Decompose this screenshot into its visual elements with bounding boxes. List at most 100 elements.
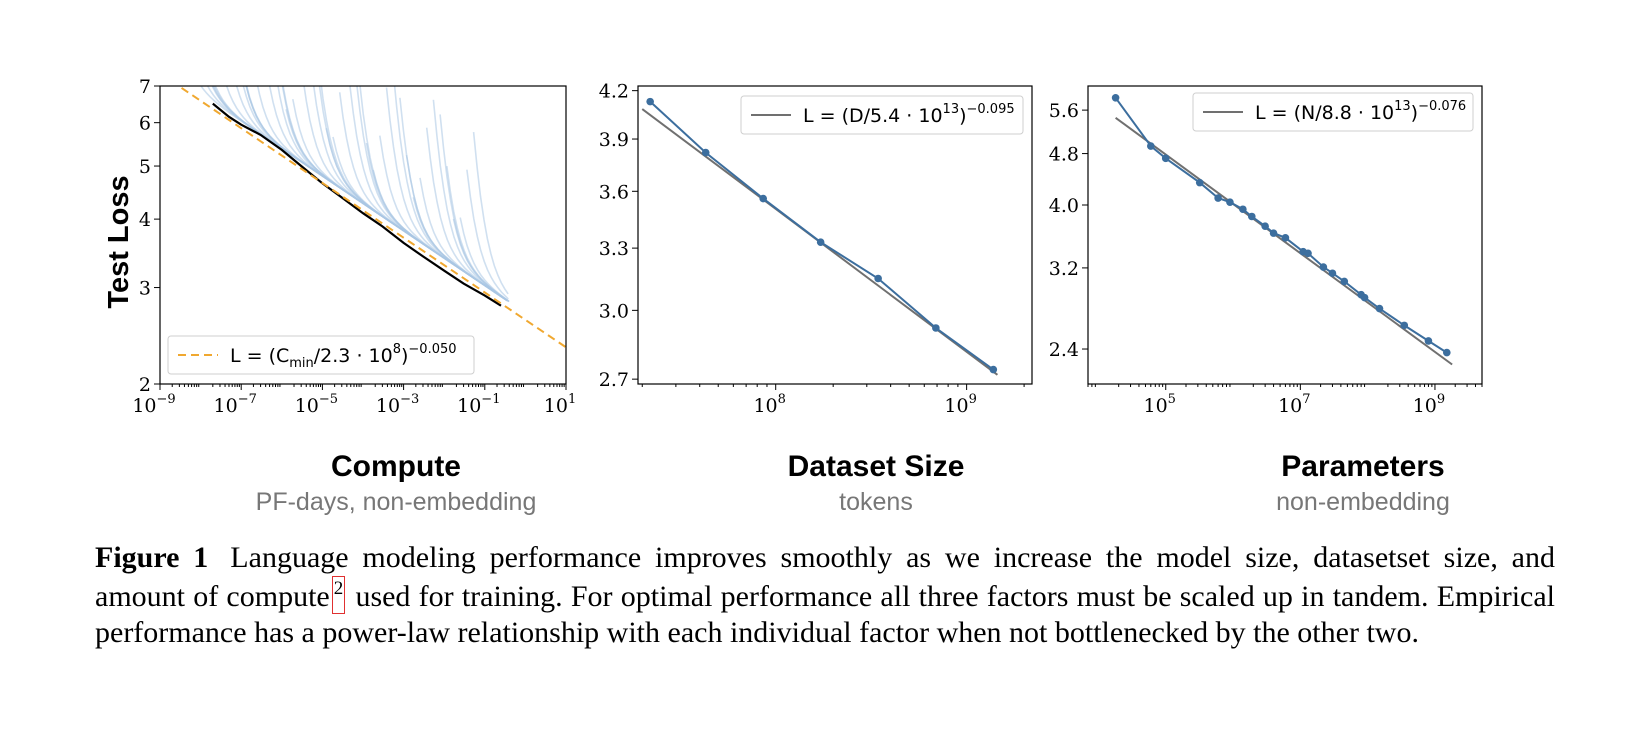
compute-frontier-line: [212, 102, 502, 307]
x-tick-base: 10: [544, 395, 568, 417]
compute-panel: Test Loss Compute PF-days, non-embedding…: [103, 76, 576, 516]
data-point: [1161, 154, 1170, 163]
x-tick-base: 10: [376, 395, 400, 417]
x-tick-exponent: −3: [400, 392, 419, 407]
x-tick-exponent: 1: [568, 392, 576, 407]
legend-formula-prefix: L = (N/8.8 · 10: [1255, 102, 1394, 124]
x-tick-exponent: −1: [481, 392, 500, 407]
training-curve: [225, 86, 351, 196]
data-point: [646, 97, 654, 106]
x-axis-sublabel-dataset: tokens: [839, 488, 913, 516]
x-tick-base: 10: [457, 395, 481, 417]
legend-formula-exp2: −0.050: [408, 342, 456, 357]
y-tick-label: 4.2: [599, 81, 629, 103]
x-tick-label: 10−7: [214, 392, 257, 417]
x-tick-exponent: 9: [969, 392, 977, 407]
x-tick-base: 10: [214, 395, 238, 417]
plot-area: [176, 86, 566, 349]
data-point: [816, 238, 825, 247]
x-tick-label: 101: [544, 392, 576, 417]
x-axis-label-parameters: Parameters: [1281, 450, 1444, 483]
data-point: [1424, 337, 1433, 345]
x-axis-label-dataset: Dataset Size: [788, 450, 965, 483]
x-tick-base: 10: [1278, 395, 1302, 417]
training-curve: [466, 169, 509, 300]
legend-formula-close: ): [959, 105, 966, 127]
data-point: [1443, 348, 1451, 357]
axes-frame: [159, 85, 567, 385]
y-tick-label: 4: [139, 209, 151, 231]
data-point: [1111, 93, 1120, 102]
x-tick-exponent: −9: [157, 392, 176, 407]
y-tick-label: 3.2: [1049, 258, 1079, 280]
y-tick-label: 3.9: [599, 129, 629, 151]
axes-frame: [637, 85, 1033, 385]
x-axis-sublabel-compute: PF-days, non-embedding: [256, 488, 537, 516]
fit-line: [176, 86, 566, 349]
training-curve: [385, 87, 508, 302]
y-tick-label: 5: [139, 156, 151, 178]
plot-area: [1111, 93, 1453, 366]
data-series-line: [649, 100, 994, 371]
training-curve: [399, 97, 508, 302]
x-tick-label: 108: [753, 392, 785, 417]
data-point: [1375, 304, 1384, 313]
x-tick-exponent: −7: [238, 392, 257, 407]
training-curve: [359, 86, 499, 295]
x-tick-exponent: 7: [1302, 392, 1310, 407]
data-point: [1400, 321, 1409, 330]
x-tick-label: 107: [1278, 392, 1310, 417]
x-tick-base: 10: [944, 395, 968, 417]
training-curve: [214, 86, 345, 191]
legend-label: L = (D/5.4 · 1013)−0.095: [803, 102, 1015, 127]
x-tick-base: 10: [295, 395, 319, 417]
training-curve: [245, 86, 385, 219]
training-curve: [452, 218, 510, 303]
legend-label: L = (Cmin/2.3 · 108)−0.050: [230, 342, 457, 371]
data-point: [1239, 205, 1247, 214]
y-tick-label: 6: [139, 113, 151, 135]
legend-formula-subscript: min: [289, 356, 314, 371]
training-curve: [459, 217, 510, 302]
data-point: [759, 194, 767, 203]
x-tick-label: 10−9: [132, 392, 175, 417]
x-tick-label: 105: [1143, 392, 1175, 417]
x-tick-base: 10: [132, 395, 156, 417]
legend-formula-exp2: −0.095: [967, 102, 1015, 117]
y-axis-label: Test Loss: [103, 175, 135, 308]
data-point: [1328, 269, 1337, 278]
y-tick-label: 3.3: [599, 238, 629, 260]
legend-formula-close: ): [401, 345, 408, 367]
legend-formula-exp1: 13: [1394, 99, 1411, 114]
training-curve: [213, 86, 331, 182]
training-curve: [281, 86, 412, 237]
training-curve: [379, 135, 508, 302]
legend-box: [1192, 92, 1474, 132]
training-curve: [472, 132, 509, 295]
footnote-link[interactable]: 2: [331, 576, 346, 614]
data-point: [1261, 222, 1269, 231]
y-tick-label: 5.6: [1049, 100, 1079, 122]
legend-formula-exp1: 13: [943, 102, 960, 117]
caption-text-after: used for training. For optimal performan…: [95, 580, 1555, 649]
x-tick-exponent: −5: [319, 392, 338, 407]
y-tick-label: 3: [139, 278, 151, 300]
y-tick-label: 2.4: [1049, 339, 1079, 361]
legend-box: [167, 335, 475, 375]
x-tick-label: 109: [1413, 392, 1445, 417]
legend-formula-close: ): [1411, 102, 1418, 124]
legend-formula-exp2: −0.076: [1418, 99, 1466, 114]
data-point: [701, 148, 710, 157]
y-tick-label: 4.0: [1049, 195, 1079, 217]
figure-panel: Test Loss Compute PF-days, non-embedding…: [103, 76, 1483, 516]
data-point: [1360, 293, 1369, 302]
data-point: [1340, 277, 1349, 286]
data-point: [1226, 198, 1234, 206]
x-tick-label: 10−1: [457, 392, 500, 417]
caption-text-before: Language modeling performance improves s…: [95, 541, 1555, 613]
x-tick-exponent: 9: [1437, 392, 1445, 407]
y-tick-label: 2: [139, 374, 151, 396]
x-tick-base: 10: [753, 395, 777, 417]
data-point: [1281, 234, 1290, 242]
data-point: [1269, 229, 1278, 237]
